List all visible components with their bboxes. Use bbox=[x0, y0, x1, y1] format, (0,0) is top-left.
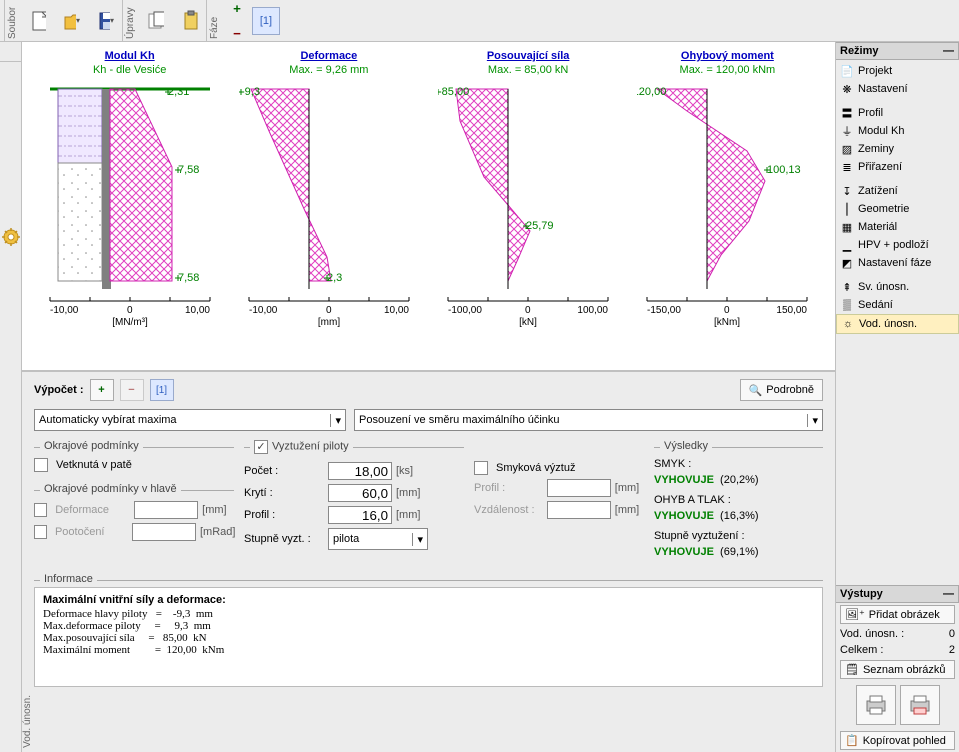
combo-maxima[interactable]: Automaticky vybírat maxima▾ bbox=[34, 409, 346, 431]
calc-label: Výpočet : bbox=[34, 384, 84, 396]
mode-item-hpv-podlo-[interactable]: ▁HPV + podloží bbox=[836, 236, 959, 254]
bc-group-label: Okrajové podmínky bbox=[40, 440, 143, 452]
calc-add-button[interactable]: + bbox=[90, 379, 114, 401]
svg-text:[mm]: [mm] bbox=[318, 317, 340, 328]
chart-posouvajici-sila: Posouvající sílaMax. = 85,00 kN-100,0001… bbox=[433, 50, 624, 366]
svg-text:100,13: 100,13 bbox=[767, 164, 801, 176]
mode-item-geometrie[interactable]: ⎮Geometrie bbox=[836, 200, 959, 218]
bc-head-group-label: Okrajové podmínky v hlavě bbox=[40, 483, 181, 495]
shear-profile-input bbox=[547, 479, 611, 497]
svg-text:0: 0 bbox=[127, 305, 133, 316]
svg-text:10,00: 10,00 bbox=[185, 305, 210, 316]
svg-text:7,58: 7,58 bbox=[178, 164, 199, 176]
add-image-icon: 🖼⁺ bbox=[845, 608, 865, 621]
print-color-button[interactable] bbox=[900, 685, 940, 725]
settings-gear-tab[interactable] bbox=[0, 62, 21, 412]
mode-item-sv-nosn-[interactable]: ⇞Sv. únosn. bbox=[836, 278, 959, 296]
svg-text:0: 0 bbox=[525, 305, 531, 316]
copy-button[interactable] bbox=[139, 5, 171, 37]
toolbar-group-faze: Fáze bbox=[206, 0, 222, 41]
phase-add-button[interactable]: + bbox=[225, 0, 249, 20]
mode-item-zeminy[interactable]: ▨Zeminy bbox=[836, 140, 959, 158]
open-file-button[interactable]: ▾ bbox=[55, 5, 87, 37]
panel-vlabel: Vod. únosn. bbox=[22, 695, 33, 748]
mode-item-p-i-azen-[interactable]: ≣Přiřazení bbox=[836, 158, 959, 176]
phase-1-button[interactable]: [1] bbox=[252, 7, 280, 35]
mode-item-projekt[interactable]: 📄Projekt bbox=[836, 62, 959, 80]
mode-item-nastaven-[interactable]: ❋Nastavení bbox=[836, 80, 959, 98]
toolbar: Soubor ▾ ▾ Úpravy Fáze + − [1] bbox=[0, 0, 959, 42]
reinf-group-label: Vyztužení piloty bbox=[250, 440, 353, 454]
res-shear-label: SMYK : bbox=[654, 458, 823, 470]
svg-text:0: 0 bbox=[326, 305, 332, 316]
svg-text:-150,00: -150,00 bbox=[647, 305, 681, 316]
chart-modul-kh: Modul KhKh - dle Vesiće-10,00010,00[MN/m… bbox=[34, 50, 225, 366]
copy-view-button[interactable]: 📋Kopírovat pohled bbox=[840, 731, 955, 750]
reinf-degree-combo[interactable]: pilota▾ bbox=[328, 528, 428, 550]
svg-text:-85,00: -85,00 bbox=[438, 86, 469, 98]
modes-list: 📄Projekt❋Nastavení 〓Profil⏚Modul Kh▨Zemin… bbox=[836, 60, 959, 336]
chart-ohybovy-moment: Ohybový momentMax. = 120,00 kNm-150,0001… bbox=[632, 50, 823, 366]
calc-phase-button[interactable]: [1] bbox=[150, 379, 174, 401]
reinf-cover-input[interactable] bbox=[328, 484, 392, 502]
info-box: Maximální vnitřní síly a deformace: Defo… bbox=[34, 587, 823, 687]
paste-button[interactable] bbox=[173, 5, 205, 37]
add-image-button[interactable]: 🖼⁺Přidat obrázek bbox=[840, 605, 955, 624]
toolbar-group-upravy: Úpravy bbox=[122, 0, 138, 41]
mode-item-nastaven-f-ze[interactable]: ◩Nastavení fáze bbox=[836, 254, 959, 272]
calc-remove-button[interactable]: − bbox=[120, 379, 144, 401]
new-file-button[interactable] bbox=[21, 5, 53, 37]
svg-text:[kN]: [kN] bbox=[519, 317, 537, 328]
shear-dist-input bbox=[547, 501, 611, 519]
mode-item-sed-n-[interactable]: ▒Sedání bbox=[836, 296, 959, 314]
svg-text:-120,00: -120,00 bbox=[637, 86, 666, 98]
image-list-button[interactable]: 🗒Seznam obrázků bbox=[840, 660, 955, 679]
res-bend: VYHOVUJE bbox=[654, 510, 714, 522]
chart-deformace: DeformaceMax. = 9,26 mm-10,00010,00[mm]-… bbox=[233, 50, 424, 366]
svg-text:-100,00: -100,00 bbox=[448, 305, 482, 316]
save-button[interactable]: ▾ bbox=[89, 5, 121, 37]
print-button[interactable] bbox=[856, 685, 896, 725]
bc-foot-checkbox[interactable]: Vetknutá v patě bbox=[34, 458, 234, 472]
detail-button[interactable]: 🔍Podrobně bbox=[740, 379, 823, 401]
magnifier-icon: 🔍 bbox=[749, 384, 763, 397]
combo-posouzeni[interactable]: Posouzení ve směru maximálního účinku▾ bbox=[354, 409, 823, 431]
modes-header: Režimy— bbox=[836, 42, 959, 60]
list-icon: 🗒 bbox=[845, 663, 859, 676]
outputs-header: Výstupy— bbox=[836, 585, 959, 603]
mode-item-materi-l[interactable]: ▦Materiál bbox=[836, 218, 959, 236]
svg-text:[kNm]: [kNm] bbox=[714, 317, 740, 328]
mode-item-zat-en-[interactable]: ↧Zatížení bbox=[836, 182, 959, 200]
svg-text:25,79: 25,79 bbox=[526, 220, 554, 232]
svg-text:150,00: 150,00 bbox=[777, 305, 808, 316]
left-strip bbox=[0, 42, 22, 752]
shear-checkbox[interactable]: Smyková výztuž bbox=[474, 461, 644, 475]
svg-text:-10,00: -10,00 bbox=[50, 305, 79, 316]
svg-text:7,58: 7,58 bbox=[178, 272, 199, 284]
res-reinf-label: Stupně vyztužení : bbox=[654, 530, 823, 542]
svg-text:100,00: 100,00 bbox=[578, 305, 609, 316]
toolbar-group-soubor: Soubor bbox=[4, 0, 20, 41]
results-group-label: Výsledky bbox=[660, 440, 712, 452]
mode-item-vod-nosn-[interactable]: ☼Vod. únosn. bbox=[836, 314, 959, 334]
info-group-label: Informace bbox=[40, 573, 97, 585]
mode-item-profil[interactable]: 〓Profil bbox=[836, 104, 959, 122]
svg-text:10,00: 10,00 bbox=[384, 305, 409, 316]
graph-area: Modul KhKh - dle Vesiće-10,00010,00[MN/m… bbox=[22, 42, 835, 370]
svg-text:-10,00: -10,00 bbox=[249, 305, 278, 316]
mode-item-modul-kh[interactable]: ⏚Modul Kh bbox=[836, 122, 959, 140]
reinf-checkbox[interactable] bbox=[254, 440, 268, 454]
copy-icon: 📋 bbox=[845, 734, 859, 747]
reinf-count-input[interactable] bbox=[328, 462, 392, 480]
res-reinf: VYHOVUJE bbox=[654, 546, 714, 558]
svg-text:0: 0 bbox=[724, 305, 730, 316]
res-bend-label: OHYB A TLAK : bbox=[654, 494, 823, 506]
bc-rot-input bbox=[132, 523, 196, 541]
svg-text:[MN/m³]: [MN/m³] bbox=[112, 317, 148, 328]
calc-panel: Vod. únosn. Výpočet : + − [1] 🔍Podrobně … bbox=[22, 370, 835, 752]
bc-def-input bbox=[134, 501, 198, 519]
svg-text:2,31: 2,31 bbox=[168, 86, 189, 98]
res-shear: VYHOVUJE bbox=[654, 474, 714, 486]
reinf-profile-input[interactable] bbox=[328, 506, 392, 524]
